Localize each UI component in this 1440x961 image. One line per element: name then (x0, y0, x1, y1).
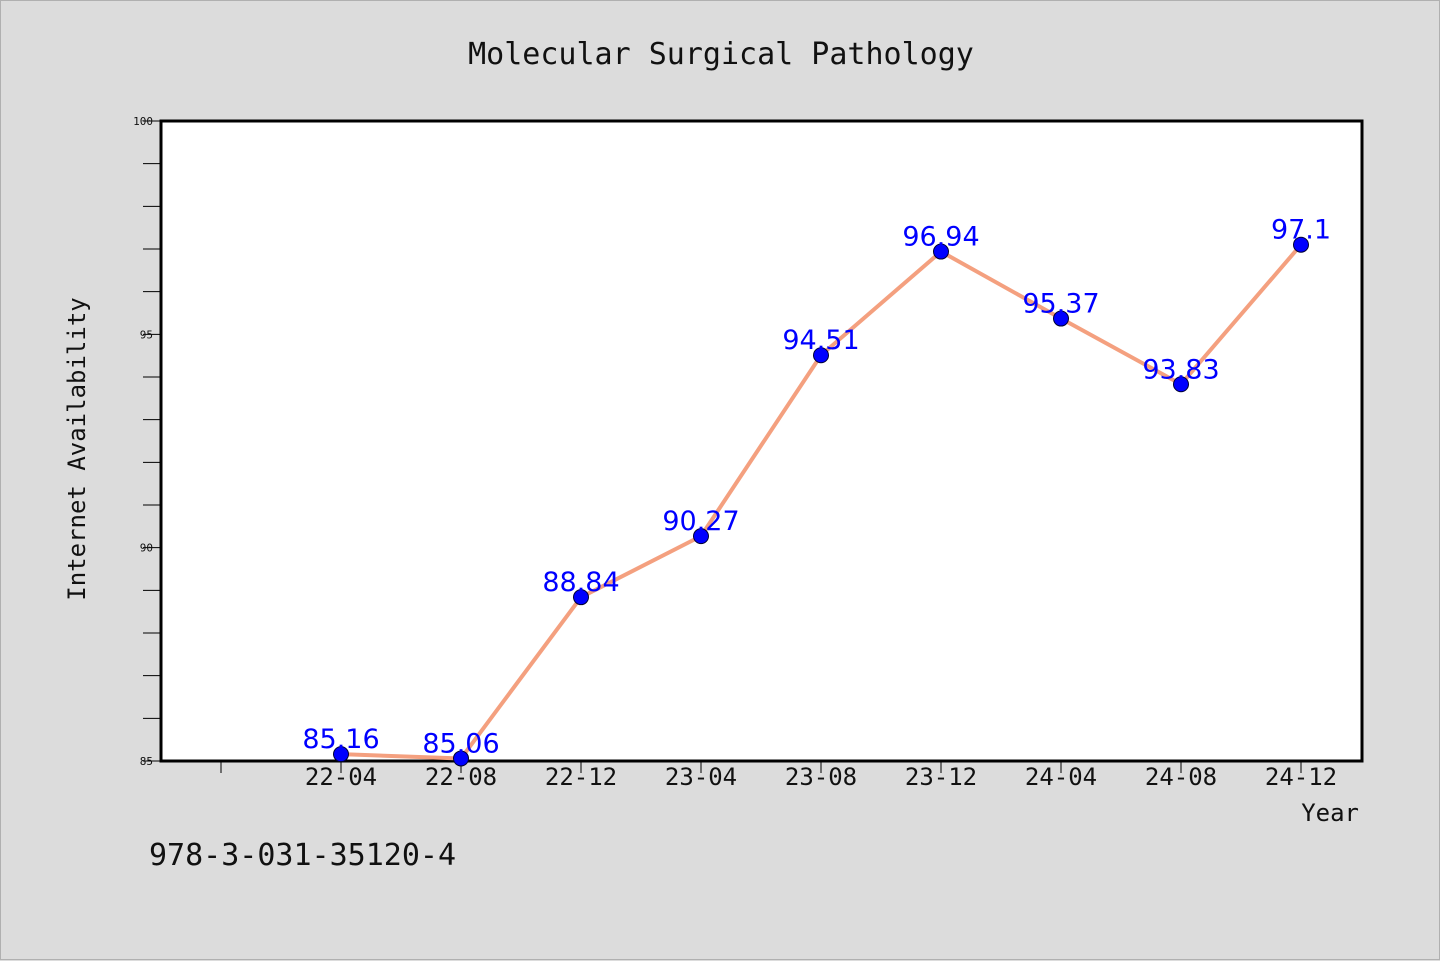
y-tick-label: 95 (140, 328, 153, 341)
data-label: 96.94 (902, 222, 979, 253)
y-tick-label: 100 (133, 115, 153, 128)
data-point (933, 243, 949, 260)
x-axis: 22-04 22-08 22-12 23-04 23-08 23-12 24-04 24-08… (220, 761, 1337, 791)
data-label: 94.51 (782, 325, 859, 356)
x-tick-label: 24-12 (1265, 763, 1337, 791)
data-point (453, 750, 469, 767)
data-point (813, 347, 829, 364)
y-axis: 85 90 95 100 (133, 115, 161, 768)
data-point (1053, 310, 1069, 327)
y-axis-label: Internet Availability (63, 297, 91, 600)
data-labels: 85.16 85.06 88.84 90.27 94.51 96.94 95.37 93.83… (302, 215, 1331, 760)
data-point (693, 528, 709, 545)
x-tick-label: 23-12 (905, 763, 977, 791)
data-label: 85.06 (422, 728, 499, 759)
data-label: 85.16 (302, 724, 379, 755)
x-tick-label: 23-04 (665, 763, 737, 791)
isbn-text: 978-3-031-35120-4 (149, 838, 456, 873)
x-tick-label: 22-08 (425, 763, 497, 791)
data-point (1293, 236, 1309, 253)
x-tick-label: 23-08 (785, 763, 857, 791)
series-markers (333, 236, 1309, 767)
x-tick-label: 24-04 (1025, 763, 1097, 791)
y-tick-label: 85 (140, 755, 153, 768)
y-tick-label: 90 (140, 542, 153, 555)
chart-title: Molecular Surgical Pathology (468, 37, 974, 72)
data-label: 90.27 (662, 506, 739, 537)
x-tick-label: 22-04 (305, 763, 377, 791)
data-point (573, 589, 589, 606)
data-label: 88.84 (542, 567, 619, 598)
data-label: 95.37 (1022, 289, 1099, 320)
x-tick-label: 24-08 (1145, 763, 1217, 791)
data-label: 93.83 (1142, 354, 1219, 385)
plot-area (159, 119, 1364, 763)
x-tick-label: 22-12 (545, 763, 617, 791)
data-point (333, 746, 349, 763)
data-label: 97.1 (1271, 215, 1331, 246)
data-point (1173, 376, 1189, 393)
x-axis-label: Year (1301, 799, 1359, 827)
